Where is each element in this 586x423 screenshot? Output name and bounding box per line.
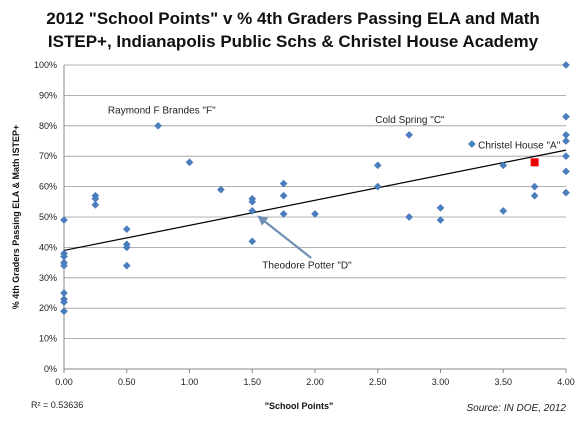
data-point — [122, 261, 131, 270]
data-point — [279, 191, 288, 200]
r-squared-label: R² = 0.53636 — [31, 400, 83, 410]
trendline — [63, 149, 567, 252]
data-point — [248, 207, 257, 215]
data-point — [279, 179, 288, 188]
annotation-label: Raymond F Brandes "F" — [108, 106, 216, 117]
data-point — [467, 140, 476, 148]
y-tick-label: 30% — [39, 273, 57, 283]
y-tick-label: 10% — [39, 334, 57, 344]
y-tick-label: 50% — [39, 212, 57, 222]
annotations: Raymond F Brandes "F" Cold Spring "C" Chri… — [108, 106, 561, 272]
y-tick-label: 90% — [39, 90, 57, 100]
data-point — [405, 131, 414, 139]
data-point — [122, 243, 131, 252]
data-point — [154, 121, 163, 130]
x-tick-label: 3.00 — [432, 377, 450, 387]
data-point — [373, 182, 382, 191]
x-tick-label: 4.00 — [557, 377, 575, 387]
data-point — [185, 158, 194, 167]
data-point — [436, 203, 445, 212]
data-point — [405, 213, 414, 221]
data-point — [562, 188, 570, 197]
annotation-label: Cold Spring "C" — [375, 115, 445, 126]
data-point — [373, 161, 382, 170]
data-point — [499, 207, 508, 215]
x-tick-label: 0.00 — [55, 377, 73, 387]
y-tick-labels: 0% 10% 20% 30% 40% 50% 60% 70% 80% 90% 100% — [34, 60, 57, 374]
x-tick-label: 1.00 — [181, 377, 199, 387]
chart-title-line1: 2012 "School Points" v % 4th Graders Pas… — [46, 9, 540, 28]
data-point — [279, 210, 288, 218]
annotation-label: Christel House "A" — [478, 141, 561, 152]
data-point — [91, 200, 100, 209]
y-axis-label: % 4th Graders Passing ELA & Math ISTEP+ — [11, 125, 21, 309]
data-point — [60, 307, 68, 316]
x-tick-label: 0.50 — [118, 377, 136, 387]
x-tick-labels: 0.00 0.50 1.00 1.50 2.00 2.50 3.00 3.50 4.00 — [55, 369, 575, 387]
data-point — [562, 152, 570, 161]
x-tick-label: 3.50 — [494, 377, 512, 387]
data-point — [311, 210, 319, 218]
y-tick-label: 0% — [44, 364, 57, 374]
data-point — [562, 61, 570, 69]
y-tick-label: 60% — [39, 182, 57, 192]
data-point — [562, 167, 570, 176]
arrow-head — [257, 215, 269, 226]
y-tick-label: 70% — [39, 151, 57, 161]
annotation-arrow — [257, 215, 312, 259]
data-points — [60, 61, 570, 316]
data-point — [499, 161, 508, 170]
x-axis-label: "School Points" — [265, 401, 334, 411]
y-tick-label: 100% — [34, 60, 57, 70]
data-point — [530, 182, 539, 191]
arrow-shaft — [261, 218, 312, 259]
x-tick-label: 2.50 — [369, 377, 387, 387]
source-note: Source: IN DOE, 2012 — [467, 403, 567, 414]
data-point — [562, 137, 570, 145]
y-tick-label: 20% — [39, 303, 57, 313]
data-point — [60, 216, 68, 224]
y-tick-label: 80% — [39, 121, 57, 131]
data-point — [436, 216, 445, 224]
data-point — [60, 298, 68, 307]
gridlines — [64, 64, 566, 340]
annotation-label: Theodore Potter "D" — [262, 261, 352, 272]
data-point — [216, 185, 225, 194]
data-point — [60, 261, 68, 270]
y-tick-label: 40% — [39, 242, 57, 252]
chart-title-line2: ISTEP+, Indianapolis Public Schs & Chris… — [47, 32, 539, 51]
data-point — [248, 197, 257, 206]
data-point — [248, 237, 257, 246]
data-point — [562, 112, 570, 121]
data-point — [122, 225, 131, 234]
highlight-point-christel-house — [530, 158, 539, 167]
x-tick-label: 2.00 — [306, 377, 324, 387]
x-tick-label: 1.50 — [243, 377, 261, 387]
data-point — [530, 191, 539, 200]
